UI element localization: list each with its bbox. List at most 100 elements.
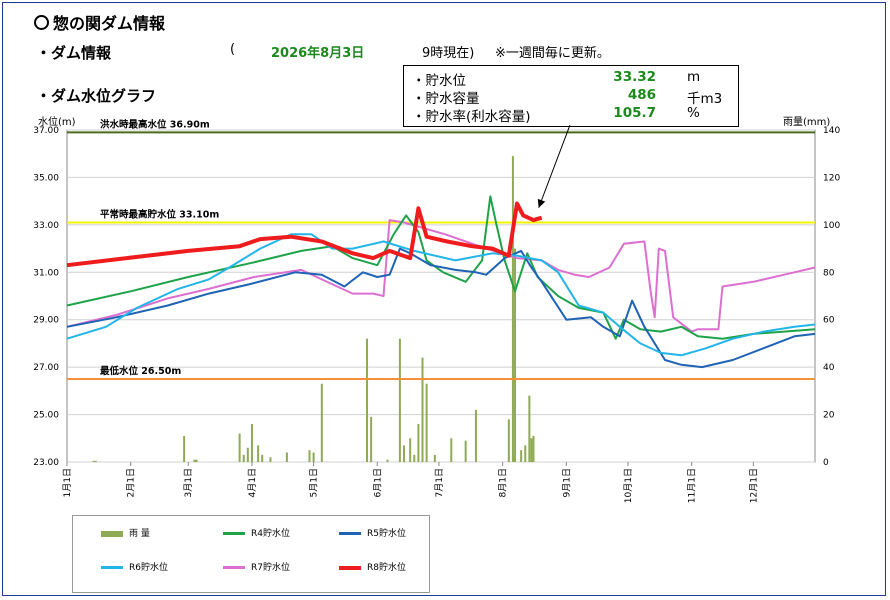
y-tick-label-left: 33.00: [33, 221, 59, 231]
y-tick-label-right: 40: [823, 363, 835, 373]
legend-swatch: [339, 565, 361, 570]
pointer-arrow: [537, 124, 571, 208]
series-line-r7: [66, 219, 816, 333]
update-date: 2026年8月3日: [271, 46, 365, 61]
legend-label: R5貯水位: [367, 529, 406, 539]
status-label: ・貯水率(利水容量): [412, 109, 531, 125]
dam-info-heading: ・ダム情報: [36, 44, 112, 62]
status-label: ・貯水位: [412, 73, 466, 89]
x-tick-label: 8月1日: [498, 468, 509, 497]
rain-bar: [308, 450, 311, 462]
arrow-shaft: [538, 124, 571, 208]
y-tick-label-left: 31.00: [33, 268, 59, 278]
rain-bar: [413, 454, 416, 462]
y-tick-label-right: 140: [823, 126, 840, 136]
rain-bar: [520, 450, 523, 462]
legend-item-r6: R6貯水位: [101, 560, 168, 574]
rain-bar: [312, 452, 315, 462]
rain-bar: [513, 248, 516, 462]
y-axis-right-title: 雨量(mm): [783, 117, 831, 128]
rain-bar: [511, 156, 514, 463]
y-tick-label-left: 29.00: [33, 316, 59, 326]
y-tick-label-left: 27.00: [33, 363, 59, 373]
reference-line-label: 平常時最高貯水位 33.10m: [100, 208, 219, 220]
rain-bar: [370, 416, 373, 462]
rain-bar: [195, 459, 198, 462]
legend-label: R7貯水位: [251, 563, 290, 573]
y-tick-label-right: 20: [823, 411, 835, 421]
y-tick-label-right: 0: [823, 458, 829, 468]
series-line-r8: [66, 201, 543, 268]
legend-swatch: [101, 566, 123, 569]
rain-bar: [238, 433, 241, 462]
rain-bar: [524, 445, 527, 462]
x-tick-label: 3月1日: [183, 468, 194, 497]
rain-bar: [92, 460, 95, 462]
rain-bars: [92, 156, 535, 463]
rain-bar: [417, 424, 420, 462]
y-axis-left-title: 水位(m): [38, 117, 76, 128]
y-tick-label-right: 60: [823, 316, 835, 326]
rain-bar: [474, 409, 477, 462]
rain-bar: [183, 435, 186, 462]
legend-item-r7: R7貯水位: [223, 560, 290, 574]
rain-bar: [403, 445, 406, 462]
legend-swatch: [223, 566, 245, 569]
rain-bar: [421, 357, 424, 462]
x-tick-label: 9月1日: [561, 468, 572, 497]
y-tick-label-left: 23.00: [33, 458, 59, 468]
arrow-head: [537, 198, 546, 208]
rain-bar: [285, 452, 288, 462]
legend-label: 雨 量: [129, 529, 150, 539]
rain-bar: [250, 424, 253, 462]
legend-swatch: [223, 532, 245, 535]
legend-item-r8: R8貯水位: [339, 560, 406, 574]
x-tick-label: 6月1日: [372, 468, 383, 497]
status-unit: %: [687, 105, 700, 121]
legend-label: R8貯水位: [367, 563, 406, 573]
rain-bar: [246, 447, 249, 462]
status-unit: m: [687, 69, 701, 85]
status-unit: 千m3: [687, 91, 723, 107]
status-row-volume: ・貯水容量 486 千m3: [412, 87, 734, 107]
reference-line-label: 最低水位 26.50m: [100, 365, 181, 377]
chart-axes: 23.00 25.00 27.00 29.00 31.00 33.00 35.00 37.00…: [33, 126, 840, 503]
legend-swatch: [339, 532, 361, 535]
rain-bar: [398, 338, 401, 462]
legend-item-rain: 雨 量: [101, 526, 150, 540]
rain-bar: [261, 454, 264, 462]
water-level-chart: 洪水時最高水位 36.90m 平常時最高貯水位 33.10m 最低水位 26.50m…: [33, 118, 840, 503]
rain-bar: [94, 460, 97, 462]
status-value: 486: [627, 87, 656, 103]
series-lines: [66, 195, 816, 369]
graph-heading: ・ダム水位グラフ: [36, 87, 157, 105]
rain-bar: [450, 438, 453, 462]
rain-bar: [409, 438, 412, 462]
y-tick-label-left: 37.00: [33, 126, 59, 136]
status-value: 105.7: [613, 105, 656, 121]
y-tick-label-left: 25.00: [33, 411, 59, 421]
rain-bar: [528, 395, 531, 462]
current-status-box: ・貯水位 33.32 m ・貯水容量 486 千m3 ・貯水率(利水容量) 10…: [403, 65, 739, 127]
x-tick-label: 10月1日: [623, 468, 634, 503]
circle-icon: [34, 15, 49, 30]
rain-bar: [366, 338, 369, 462]
update-open-paren: (: [230, 42, 236, 57]
legend-label: R6貯水位: [129, 563, 168, 573]
rain-bar: [464, 440, 467, 462]
update-note: ※一週間毎に更新。: [495, 46, 610, 61]
status-row-rate: ・貯水率(利水容量) 105.7 %: [412, 105, 734, 125]
y-tick-label-right: 120: [823, 173, 840, 183]
legend-swatch: [101, 530, 123, 537]
rain-bar: [433, 454, 436, 462]
x-tick-label: 5月1日: [309, 468, 320, 497]
x-tick-label: 11月1日: [687, 468, 698, 503]
legend-label: R4貯水位: [251, 529, 290, 539]
series-line-r6: [66, 233, 816, 357]
chart-grid: [66, 129, 816, 463]
x-tick-label: 4月1日: [247, 468, 258, 497]
y-tick-label-left: 35.00: [33, 173, 59, 183]
status-row-level: ・貯水位 33.32 m: [412, 69, 734, 89]
status-value: 33.32: [613, 69, 656, 85]
